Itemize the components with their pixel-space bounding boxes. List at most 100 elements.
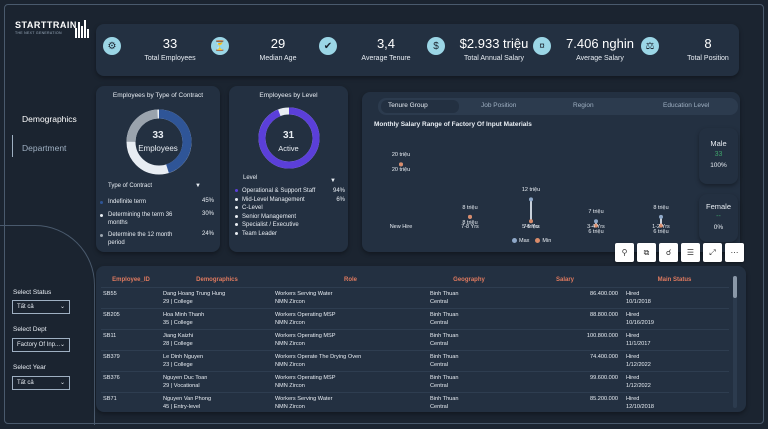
- pin-icon[interactable]: ⚲: [615, 243, 634, 262]
- header-main-status[interactable]: Main Status: [657, 276, 692, 283]
- brand-logo: STARTTRAIN THE NEXT GENERATION: [15, 20, 93, 46]
- kpi-value: 29: [270, 36, 286, 51]
- kpi-value: 7.406 nghin: [566, 36, 634, 51]
- level-panel-title: Employees by Level: [259, 92, 318, 99]
- level-legend-item[interactable]: C-Level: [235, 205, 345, 211]
- header-salary[interactable]: Salary: [555, 276, 574, 283]
- status-slicer[interactable]: Tất cả ⌄: [12, 300, 70, 314]
- cell-employee-id: SB379: [101, 350, 161, 371]
- table-row[interactable]: SB379 Le Dinh Nguyen 23 | College Workers O…: [101, 350, 729, 371]
- contract-legend-title: Type of Contract: [108, 183, 153, 189]
- legend-item[interactable]: Max: [512, 238, 529, 244]
- cell-role: Workers Operating MSP NMN Zircon: [273, 371, 428, 392]
- bell-icon[interactable]: ☌: [659, 243, 678, 262]
- header-demographics[interactable]: Demographics: [196, 276, 238, 283]
- visual-toolbar: ⚲ ⧉ ☌ ☰ ⤢ ⋯: [615, 243, 744, 262]
- level-legend-item[interactable]: Operational & Support Staff 94%: [235, 188, 345, 194]
- nav-demographics[interactable]: Demographics: [22, 114, 77, 124]
- tab-education-level[interactable]: Education Level: [663, 102, 710, 109]
- level-donut[interactable]: [257, 106, 321, 170]
- cell-demographics: Nguyen Duc Toan 29 | Vocational: [161, 371, 273, 392]
- tab-job-position[interactable]: Job Position: [481, 102, 517, 109]
- min-point[interactable]: [659, 223, 663, 228]
- dept-slicer[interactable]: Factory Of Inp... ⌄: [12, 338, 70, 352]
- employee-id: SB205: [103, 311, 120, 318]
- cell-salary: 86.400.000: [510, 287, 620, 308]
- kpi-label: Total Annual Salary: [464, 55, 524, 62]
- contract-panel: Employees by Type of Contract 33 Employe…: [96, 86, 220, 252]
- contract-center-label: Employees: [138, 144, 178, 153]
- cell-geography: Binh Thuan Central: [428, 287, 510, 308]
- year-slicer[interactable]: Tất cả ⌄: [12, 376, 70, 390]
- employee-hire-date: 11/1/2017: [626, 340, 651, 347]
- caret-down-icon[interactable]: ▼: [330, 178, 336, 184]
- tab-region[interactable]: Region: [573, 102, 594, 109]
- scrollbar-thumb[interactable]: [733, 276, 737, 298]
- legend-item[interactable]: Min: [535, 238, 551, 244]
- legend-dot: [235, 231, 238, 235]
- max-label: 7 triệu: [588, 209, 604, 216]
- employee-status: Hired: [626, 374, 640, 381]
- contract-donut[interactable]: [125, 108, 193, 176]
- employee-hire-date: 10/16/2019: [626, 319, 654, 326]
- min-point[interactable]: [529, 219, 533, 224]
- table-row[interactable]: SB55 Dang Hoang Trung Hung 29 | College Wor…: [101, 287, 729, 308]
- max-point[interactable]: [529, 197, 533, 202]
- cell-demographics: Dang Hoang Trung Hung 29 | College: [161, 287, 273, 308]
- legend-label: Team Leader: [242, 231, 278, 237]
- min-point[interactable]: [468, 214, 472, 219]
- min-label: 20 triệu: [391, 167, 411, 174]
- level-legend-item[interactable]: Senior Management: [235, 214, 345, 220]
- table-row[interactable]: SB71 Nguyen Van Phong 45 | Entry-level Work…: [101, 392, 729, 413]
- table-row[interactable]: SB205 Hoa Minh Thanh 35 | College Workers O…: [101, 308, 729, 329]
- legend-pct: 6%: [336, 196, 345, 203]
- employee-age-edu: 45 | Entry-level: [163, 403, 201, 410]
- max-point[interactable]: [659, 214, 663, 219]
- status-slicer-label: Select Status: [13, 289, 52, 296]
- caret-down-icon[interactable]: ▼: [195, 183, 201, 189]
- legend-dot: [100, 214, 103, 217]
- header-role[interactable]: Role: [343, 276, 357, 283]
- level-legend-item[interactable]: Mid-Level Management 6%: [235, 197, 345, 203]
- tab-tenure-group[interactable]: Tenure Group: [388, 102, 428, 109]
- chart-title: Monthly Salary Range of Factory Of Input…: [374, 121, 532, 128]
- max-label: 12 triệu: [521, 187, 541, 194]
- employee-salary: 88.800.000: [590, 311, 618, 318]
- cell-salary: 100.800.000: [510, 329, 620, 350]
- employee-age-edu: 35 | College: [163, 319, 193, 326]
- header-geography[interactable]: Geography: [453, 276, 485, 283]
- level-center-label: Active: [278, 144, 299, 153]
- table-scrollbar[interactable]: [733, 276, 737, 408]
- legend-label: Senior Management: [242, 213, 297, 220]
- employee-status: Hired: [626, 332, 640, 339]
- min-label: 6 triệu: [588, 228, 604, 235]
- female-count: --: [716, 213, 721, 220]
- cell-main-status: Hired 10/1/2018: [620, 287, 729, 308]
- contract-panel-title: Employees by Type of Contract: [112, 92, 204, 99]
- level-legend-item[interactable]: Team Leader: [235, 231, 345, 237]
- table-row[interactable]: SB376 Nguyen Duc Toan 29 | Vocational Worke…: [101, 371, 729, 392]
- legend-pct: 24%: [201, 231, 214, 237]
- min-point[interactable]: [594, 223, 598, 228]
- max-point[interactable]: [594, 219, 598, 224]
- min-point[interactable]: [399, 162, 403, 167]
- employee-province: Binh Thuan: [430, 311, 459, 318]
- filter-icon[interactable]: ☰: [681, 243, 700, 262]
- employee-dept: NMN Zircon: [275, 361, 305, 368]
- level-legend-item[interactable]: Specialist / Executive: [235, 222, 345, 228]
- copy-icon[interactable]: ⧉: [637, 243, 656, 262]
- employee-id: SB376: [103, 374, 120, 381]
- kpi-card: $ $2.933 triệu Total Annual Salary: [427, 28, 539, 72]
- money-bag-icon: $: [427, 37, 445, 55]
- employee-role: Workers Operating MSP: [275, 311, 336, 318]
- employee-role: Workers Operate The Drying Oven: [275, 353, 362, 360]
- kpi-value: 8: [704, 36, 712, 51]
- table-row[interactable]: SB11 Jiang Kaizhi 28 | College Workers Oper…: [101, 329, 729, 350]
- more-icon[interactable]: ⋯: [725, 243, 744, 262]
- nav-department[interactable]: Department: [22, 143, 67, 153]
- logo-bars-icon: [75, 20, 89, 38]
- cell-role: Workers Serving Water NMN Zircon: [273, 392, 428, 413]
- expand-icon[interactable]: ⤢: [703, 243, 722, 262]
- employee-role: Workers Operating MSP: [275, 374, 336, 381]
- header-employee-id[interactable]: Employee_ID: [112, 276, 150, 283]
